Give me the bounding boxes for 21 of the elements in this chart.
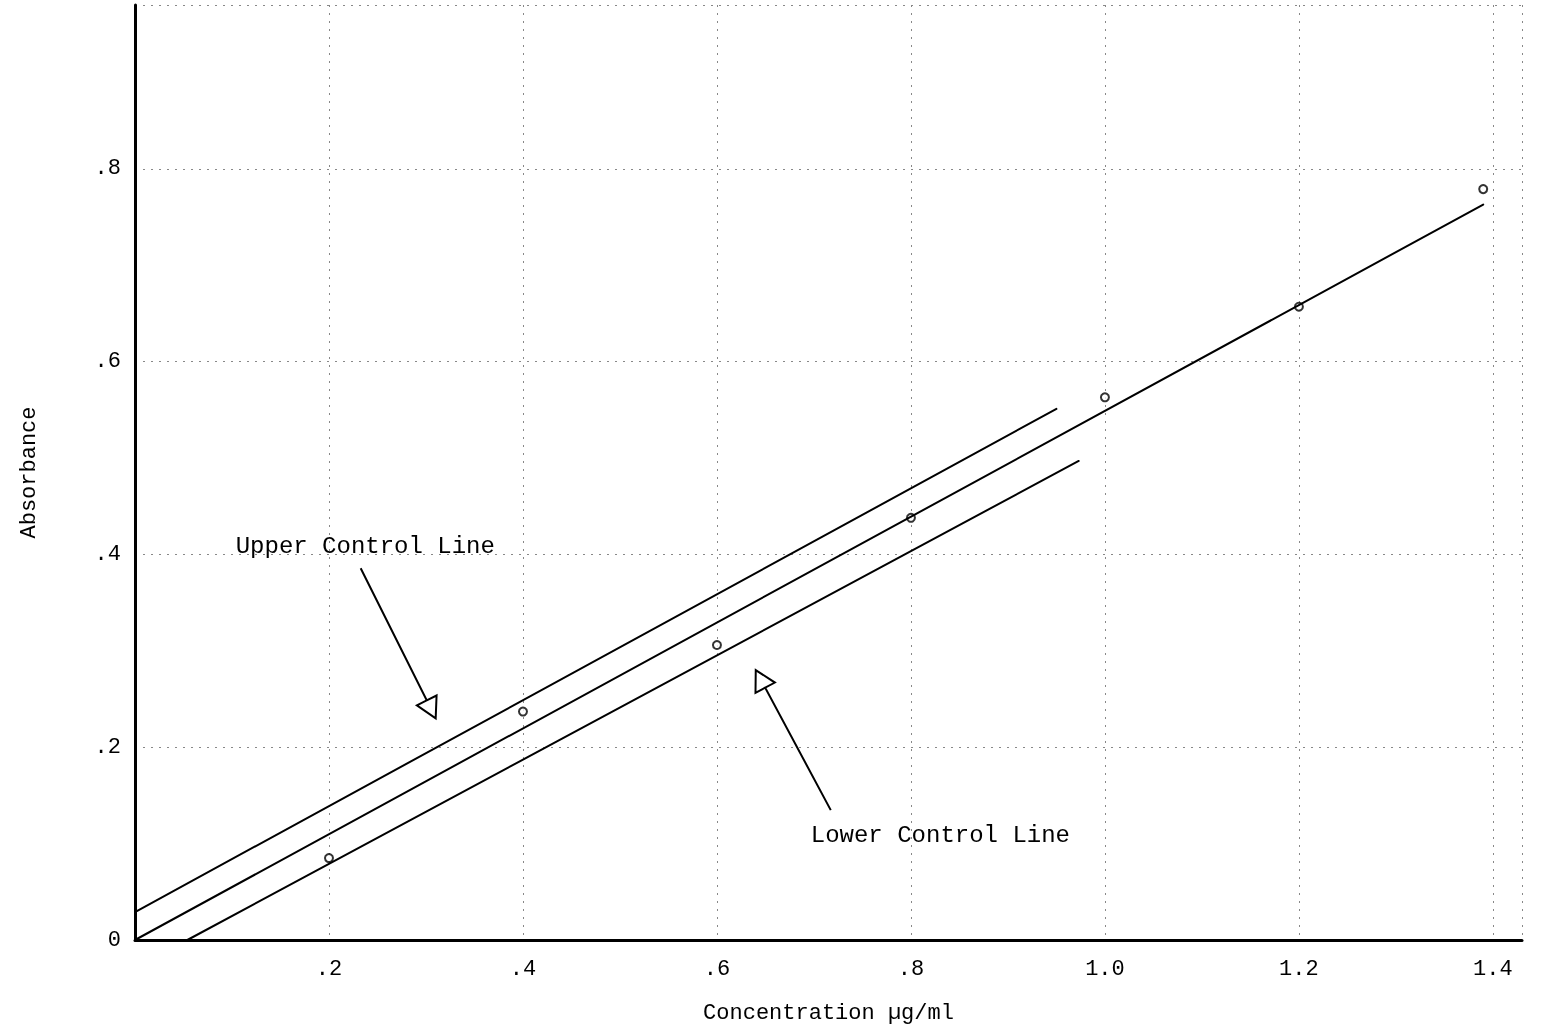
point xyxy=(1099,392,1110,403)
x-tick-label: .2 xyxy=(315,956,343,982)
point xyxy=(1478,184,1489,195)
x-tick-label: .8 xyxy=(897,956,925,982)
point xyxy=(517,706,528,717)
y-tick-label: .6 xyxy=(94,349,121,375)
y-axis-title: Absorbance xyxy=(16,406,42,539)
annotation: Upper Control Line xyxy=(235,532,495,560)
x-tick-label: .6 xyxy=(703,956,731,982)
point xyxy=(711,640,722,651)
x-tick-label: 1.4 xyxy=(1473,956,1513,982)
x-tick-label: 1.0 xyxy=(1085,956,1125,982)
annotation: Lower Control Line xyxy=(810,821,1071,849)
y-tick-label: .8 xyxy=(94,156,121,182)
x-axis-title: Concentration µg/ml xyxy=(703,1000,954,1026)
x-tick-label: 1.2 xyxy=(1279,956,1319,982)
y-tick-label: 0 xyxy=(107,927,121,953)
y-tick-label: .2 xyxy=(94,734,121,760)
point xyxy=(323,853,334,864)
y-tick-label: .4 xyxy=(94,541,121,567)
x-tick-label: .4 xyxy=(509,956,537,982)
